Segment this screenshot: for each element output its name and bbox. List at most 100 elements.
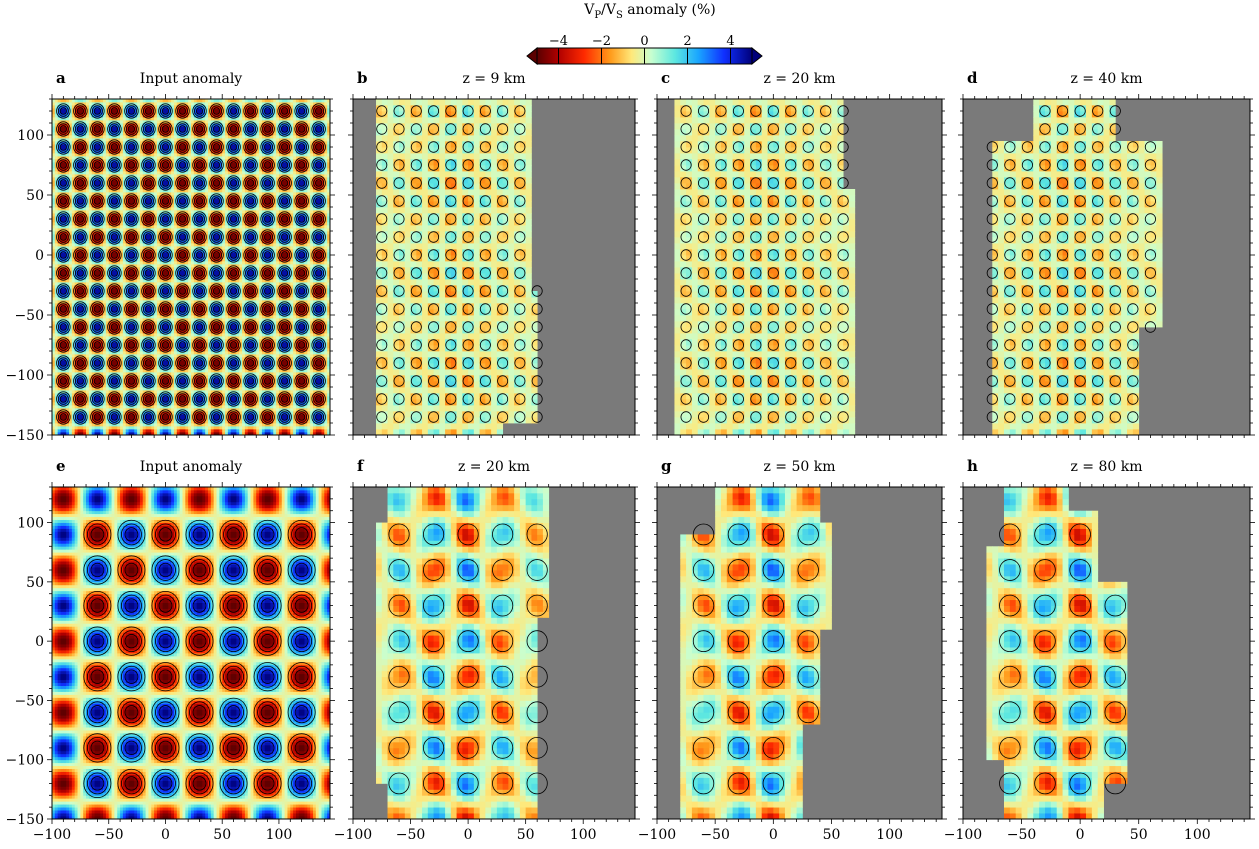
cell [69, 99, 72, 102]
cell [72, 387, 75, 390]
cell [55, 351, 58, 354]
cell [55, 153, 58, 156]
cell [72, 264, 75, 267]
cell [69, 246, 72, 249]
cell [86, 174, 89, 177]
cell [55, 138, 58, 141]
cell [89, 354, 92, 357]
cell [69, 264, 72, 267]
cell [55, 408, 58, 411]
cell [72, 138, 75, 141]
cell [63, 99, 66, 102]
cell [86, 369, 89, 372]
cell [89, 192, 92, 195]
cell [89, 138, 92, 141]
cell [86, 99, 89, 102]
cell [89, 243, 92, 246]
colorbar-tick-label: 0 [640, 34, 648, 49]
cell [61, 429, 64, 432]
cell [89, 153, 92, 156]
cell [89, 426, 92, 429]
cell [55, 207, 58, 210]
cell [55, 282, 58, 285]
cell [86, 189, 89, 192]
cell [69, 225, 72, 228]
cell [78, 99, 81, 102]
cell [89, 120, 92, 123]
cell [92, 429, 95, 432]
cell [72, 225, 75, 228]
cell [89, 282, 92, 285]
cell [86, 117, 89, 120]
cell [55, 300, 58, 303]
cell [86, 261, 89, 264]
cell [89, 333, 92, 336]
cell [86, 423, 89, 426]
cell [66, 429, 69, 432]
cell [86, 333, 89, 336]
cell [55, 99, 58, 102]
cell [95, 99, 98, 102]
cell [86, 297, 89, 300]
cell [55, 354, 58, 357]
cell [69, 336, 72, 339]
cell [69, 405, 72, 408]
cell [72, 228, 75, 231]
cell [55, 210, 58, 213]
cell [69, 135, 72, 138]
cell [83, 99, 86, 102]
cell [89, 264, 92, 267]
cell [86, 156, 89, 159]
cell [55, 429, 58, 432]
cell [69, 243, 72, 246]
cell [86, 120, 89, 123]
cell [72, 315, 75, 318]
cell [69, 120, 72, 123]
cell [72, 351, 75, 354]
cell [86, 264, 89, 267]
cell [69, 333, 72, 336]
cell [86, 318, 89, 321]
cell [89, 429, 92, 432]
cell [89, 189, 92, 192]
cell [55, 390, 58, 393]
cell [75, 429, 78, 432]
cell [58, 426, 61, 429]
cell [95, 426, 98, 429]
cell [89, 210, 92, 213]
cell [55, 318, 58, 321]
cell [86, 192, 89, 195]
cell [86, 210, 89, 213]
cell [86, 372, 89, 375]
cell [86, 426, 89, 429]
cell [69, 351, 72, 354]
cell [86, 228, 89, 231]
cell [78, 429, 81, 432]
cell [55, 336, 58, 339]
cell [95, 429, 98, 432]
cell [89, 174, 92, 177]
cell [72, 246, 75, 249]
colorbar-tick-label: 4 [726, 34, 734, 49]
cell [86, 102, 89, 105]
cell [55, 117, 58, 120]
cell [75, 99, 78, 102]
cell [72, 354, 75, 357]
cell [72, 369, 75, 372]
cell [55, 297, 58, 300]
cell [72, 117, 75, 120]
cell [72, 318, 75, 321]
cell [89, 246, 92, 249]
cell [69, 369, 72, 372]
cell [86, 225, 89, 228]
cell [72, 333, 75, 336]
cell [80, 429, 83, 432]
cell [69, 117, 72, 120]
cell [89, 372, 92, 375]
cell [72, 174, 75, 177]
cell [69, 228, 72, 231]
cell [63, 426, 66, 429]
cell [69, 429, 72, 432]
